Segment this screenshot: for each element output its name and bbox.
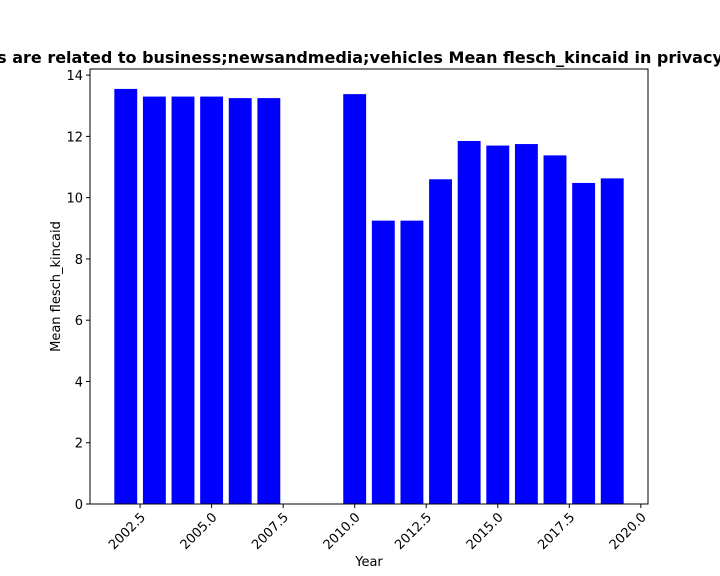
bar-2012 xyxy=(400,220,424,504)
bar-2019 xyxy=(600,178,624,504)
plot-frame xyxy=(89,68,649,505)
bar-2010 xyxy=(343,94,367,504)
x-tick-label: 2017.5 xyxy=(535,510,578,553)
bars-group xyxy=(114,88,624,505)
y-axis-label: Mean flesch_kincaid xyxy=(49,221,64,352)
bar-2005 xyxy=(200,96,224,504)
bar-2016 xyxy=(514,144,538,505)
bar-2018 xyxy=(572,182,596,504)
chart-title: s are related to business;newsandmedia;v… xyxy=(0,48,720,67)
y-tick-label: 8 xyxy=(75,253,83,268)
x-tick-label: 2002.5 xyxy=(106,510,149,553)
y-tick-label: 12 xyxy=(66,130,83,145)
x-tick-label: 2020.0 xyxy=(607,510,650,553)
bar-2017 xyxy=(543,155,567,504)
bar-2007 xyxy=(257,98,281,504)
x-tick-label: 2010.0 xyxy=(321,510,364,553)
y-tick-label: 6 xyxy=(75,314,83,329)
y-tick-label: 0 xyxy=(75,498,83,513)
bar-2003 xyxy=(142,96,166,504)
x-tick-label: 2015.0 xyxy=(464,510,507,553)
x-axis: 2002.5 2005.0 2007.5 2010.0 2012.5 2015.0 2017… xyxy=(106,504,650,553)
x-axis-label: Year xyxy=(354,555,383,570)
bar-2015 xyxy=(486,145,510,504)
bar-2002 xyxy=(114,88,138,504)
y-tick-label: 14 xyxy=(66,69,83,84)
y-tick-label: 10 xyxy=(66,192,83,207)
bar-2006 xyxy=(228,98,252,504)
y-tick-label: 2 xyxy=(75,437,83,452)
bar-2013 xyxy=(429,179,452,505)
bar-2011 xyxy=(371,220,395,504)
bar-2014 xyxy=(457,140,481,504)
x-tick-label: 2012.5 xyxy=(392,510,435,553)
y-tick-label: 4 xyxy=(75,375,83,390)
bar-2004 xyxy=(171,96,195,504)
x-tick-label: 2005.0 xyxy=(178,510,221,553)
y-axis: 0 2 4 6 8 10 12 14 xyxy=(66,69,90,513)
x-tick-label: 2007.5 xyxy=(249,510,292,553)
